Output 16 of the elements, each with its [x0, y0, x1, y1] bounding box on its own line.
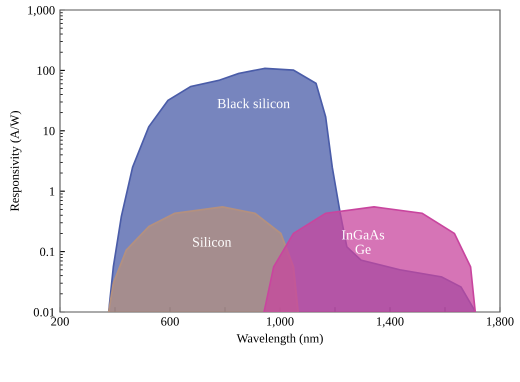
series-label: Black silicon [218, 98, 290, 108]
y-axis-title: Responsivity (A/W) [10, 111, 22, 212]
y-tick-label: 0.01 [34, 308, 54, 317]
x-axis-title: Wavelength (nm) [236, 334, 323, 346]
x-tick-label: 1,000 [267, 317, 294, 328]
y-tick-label: 1,000 [28, 6, 55, 16]
y-tick-label: 1 [50, 187, 54, 196]
y-tick-label: 0.1 [40, 248, 54, 256]
x-tick-label: 1,800 [487, 317, 514, 328]
x-tick-label: 200 [51, 317, 69, 326]
x-tick-label: 1,400 [377, 317, 404, 328]
y-tick-label: 100 [37, 66, 55, 75]
y-tick-label: 10 [44, 126, 55, 136]
series-label: InGaAs Ge [342, 230, 384, 254]
series-label: Silicon [193, 236, 232, 247]
x-tick-label: 600 [161, 317, 179, 326]
